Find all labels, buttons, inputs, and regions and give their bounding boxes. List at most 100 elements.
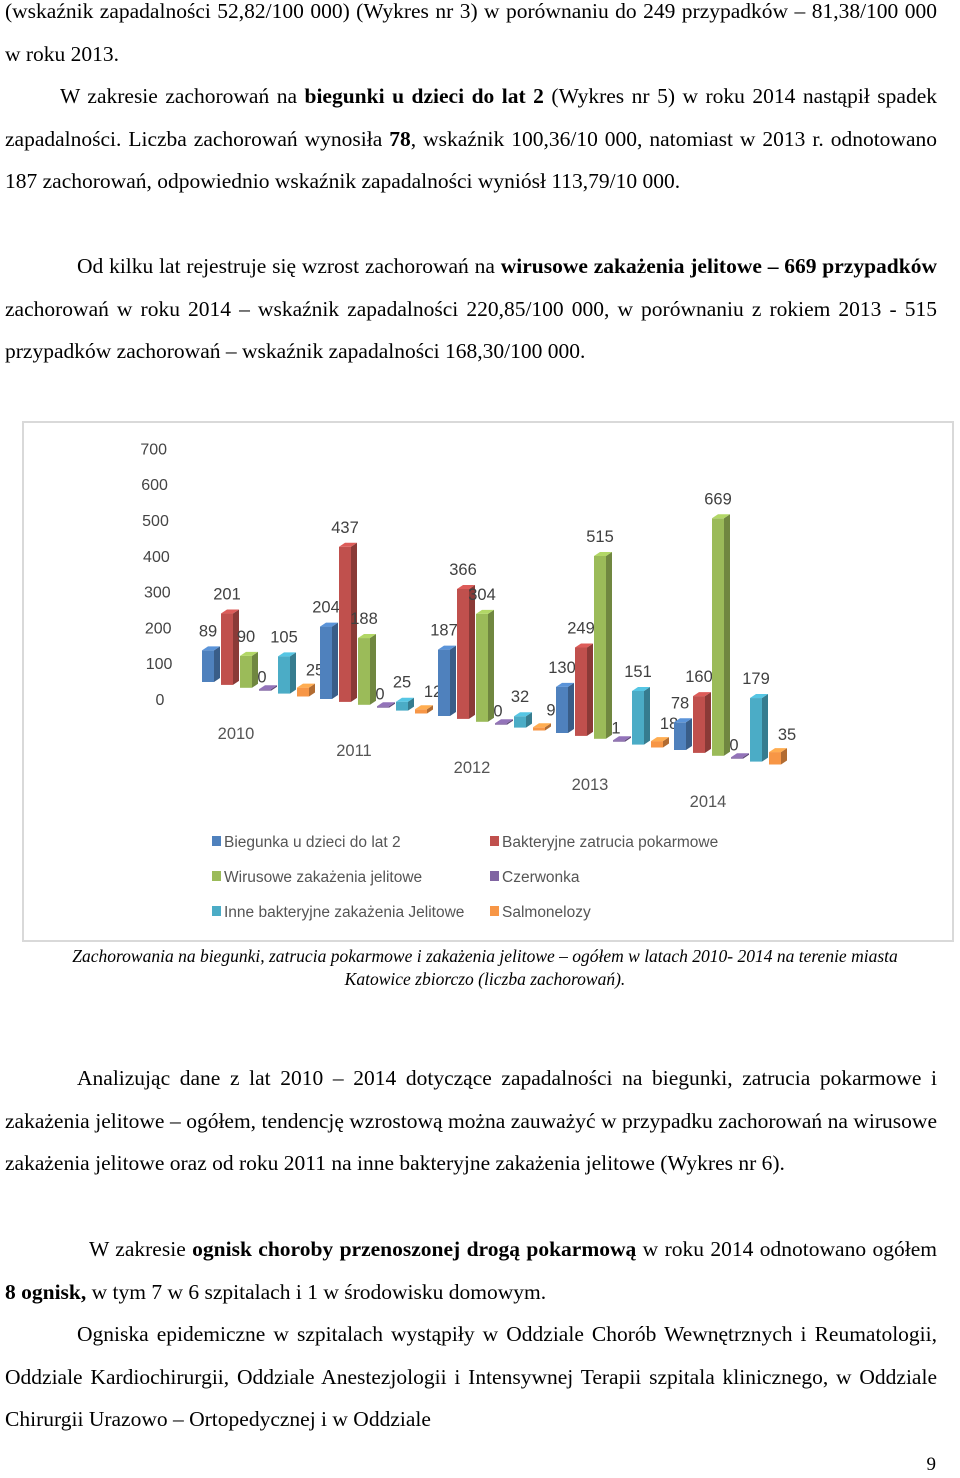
data-label: 18 — [660, 715, 678, 733]
bar — [457, 588, 469, 719]
legend-swatch — [490, 906, 499, 916]
bar-side — [625, 736, 631, 742]
bar-side — [370, 634, 376, 705]
y-tick-label: 200 — [145, 620, 172, 637]
bar — [339, 546, 351, 702]
bar-top — [495, 719, 513, 724]
bar-side — [644, 686, 650, 745]
bar-side — [309, 683, 315, 697]
bar-side — [507, 719, 513, 725]
bar-top — [415, 705, 433, 710]
page-number: 9 — [926, 1454, 937, 1475]
bar — [533, 727, 545, 731]
legend-swatch — [212, 906, 221, 916]
data-label: 160 — [685, 668, 713, 686]
paragraph-biegunki: W zakresie zachorowań na biegunki u dzie… — [5, 75, 937, 203]
bar-side — [351, 542, 357, 702]
legend-label: Czerwonka — [502, 869, 580, 886]
bar-side — [332, 622, 338, 699]
bar-side — [724, 514, 730, 756]
paragraph-analiza: Analizując dane z lat 2010 – 2014 dotycz… — [5, 1066, 937, 1175]
bar — [221, 613, 233, 685]
p2-text-c: (Wykres nr 5) w roku 2014 nastąpił spade… — [5, 84, 938, 151]
paragraph-wirusowe: Od kilku lat rejestruje się wzrost zacho… — [5, 245, 937, 373]
bar-side — [290, 652, 296, 694]
x-tick-label: 2010 — [218, 725, 255, 743]
chart-container: 0 100 200 300 400 500 600 700 89 201 90 0 105 25 2010 2… — [22, 421, 954, 942]
data-label: 0 — [493, 703, 502, 721]
bar-side — [545, 723, 551, 731]
p5-text-a: W zakresie — [89, 1237, 193, 1261]
data-label: 12 — [424, 683, 442, 701]
legend-label: Biegunka u dzieci do lat 2 — [224, 834, 401, 851]
x-tick-label: 2012 — [454, 759, 491, 777]
data-label: 78 — [671, 694, 689, 712]
bar — [320, 626, 332, 699]
bar — [415, 709, 427, 714]
bar-top — [632, 686, 650, 691]
bar — [476, 613, 488, 722]
bar-top — [514, 712, 532, 717]
bar — [202, 650, 214, 682]
p5-text-c: w roku 2014 odnotowano ogółem — [636, 1237, 937, 1261]
bar-side — [568, 682, 574, 733]
data-label: 151 — [624, 663, 652, 681]
bar-top — [457, 584, 475, 589]
data-label: 105 — [270, 628, 298, 646]
bar-top — [202, 646, 220, 651]
data-label: 25 — [306, 662, 324, 680]
bar-side — [705, 692, 711, 753]
y-tick-label: 500 — [142, 513, 169, 530]
p2-bold-b: biegunki u dzieci do lat 2 — [304, 84, 544, 108]
bar-top — [259, 685, 277, 690]
p5-text-e: w tym 7 w 6 szpitalach i 1 w środowisku … — [86, 1279, 547, 1304]
y-tick-label: 700 — [140, 441, 167, 458]
data-label: 437 — [331, 519, 359, 537]
bar-side — [663, 737, 669, 748]
bar-top — [712, 514, 730, 519]
bar-top — [731, 753, 749, 758]
data-label: 201 — [213, 586, 241, 604]
bar-top — [651, 737, 669, 742]
bar — [514, 716, 526, 728]
bar-chart: 0100200300400500600700892019001052520102… — [140, 441, 796, 921]
bar — [674, 722, 686, 750]
bar-top — [533, 723, 551, 728]
data-label: 32 — [511, 688, 529, 706]
bar-side — [427, 705, 433, 714]
bar-top — [278, 652, 296, 657]
bar-side — [762, 694, 768, 762]
bar — [495, 723, 507, 725]
bar-side — [389, 702, 395, 708]
bar — [377, 706, 389, 708]
p2-text-e: , wskaźnik 100,36/10 000, natomiast w 20… — [5, 126, 937, 194]
bar — [240, 655, 252, 688]
bar — [358, 638, 370, 705]
p3-text-a: Od kilku lat rejestruje się wzrost zacho… — [77, 254, 501, 278]
data-label: 1 — [611, 720, 620, 738]
data-label: 35 — [778, 726, 796, 744]
p5-bold-b: ognisk choroby przenoszonej drogą pokarm… — [192, 1237, 637, 1261]
bar-top — [750, 694, 768, 699]
x-tick-label: 2014 — [690, 793, 727, 811]
bar — [712, 518, 724, 756]
bar-side — [214, 646, 220, 682]
legend-label: Bakteryjne zatrucia pokarmowe — [502, 834, 718, 851]
p2-text-a: W zakresie zachorowań na — [60, 84, 305, 108]
bar-top — [575, 643, 593, 648]
data-label: 0 — [375, 686, 384, 704]
bar-side — [233, 609, 239, 685]
bar — [438, 649, 450, 716]
data-label: 9 — [546, 701, 555, 719]
bar-top — [339, 542, 357, 547]
bar — [632, 690, 644, 745]
legend-label: Inne bakteryjne zakażenia Jelitowe — [224, 904, 464, 921]
legend-label: Wirusowe zakażenia jelitowe — [224, 869, 422, 886]
bar-top — [320, 622, 338, 627]
bar-top — [594, 551, 612, 556]
bar-top — [438, 645, 456, 650]
data-label: 25 — [393, 674, 411, 692]
bar — [575, 647, 587, 736]
data-label: 188 — [350, 610, 378, 628]
bar — [278, 656, 290, 694]
